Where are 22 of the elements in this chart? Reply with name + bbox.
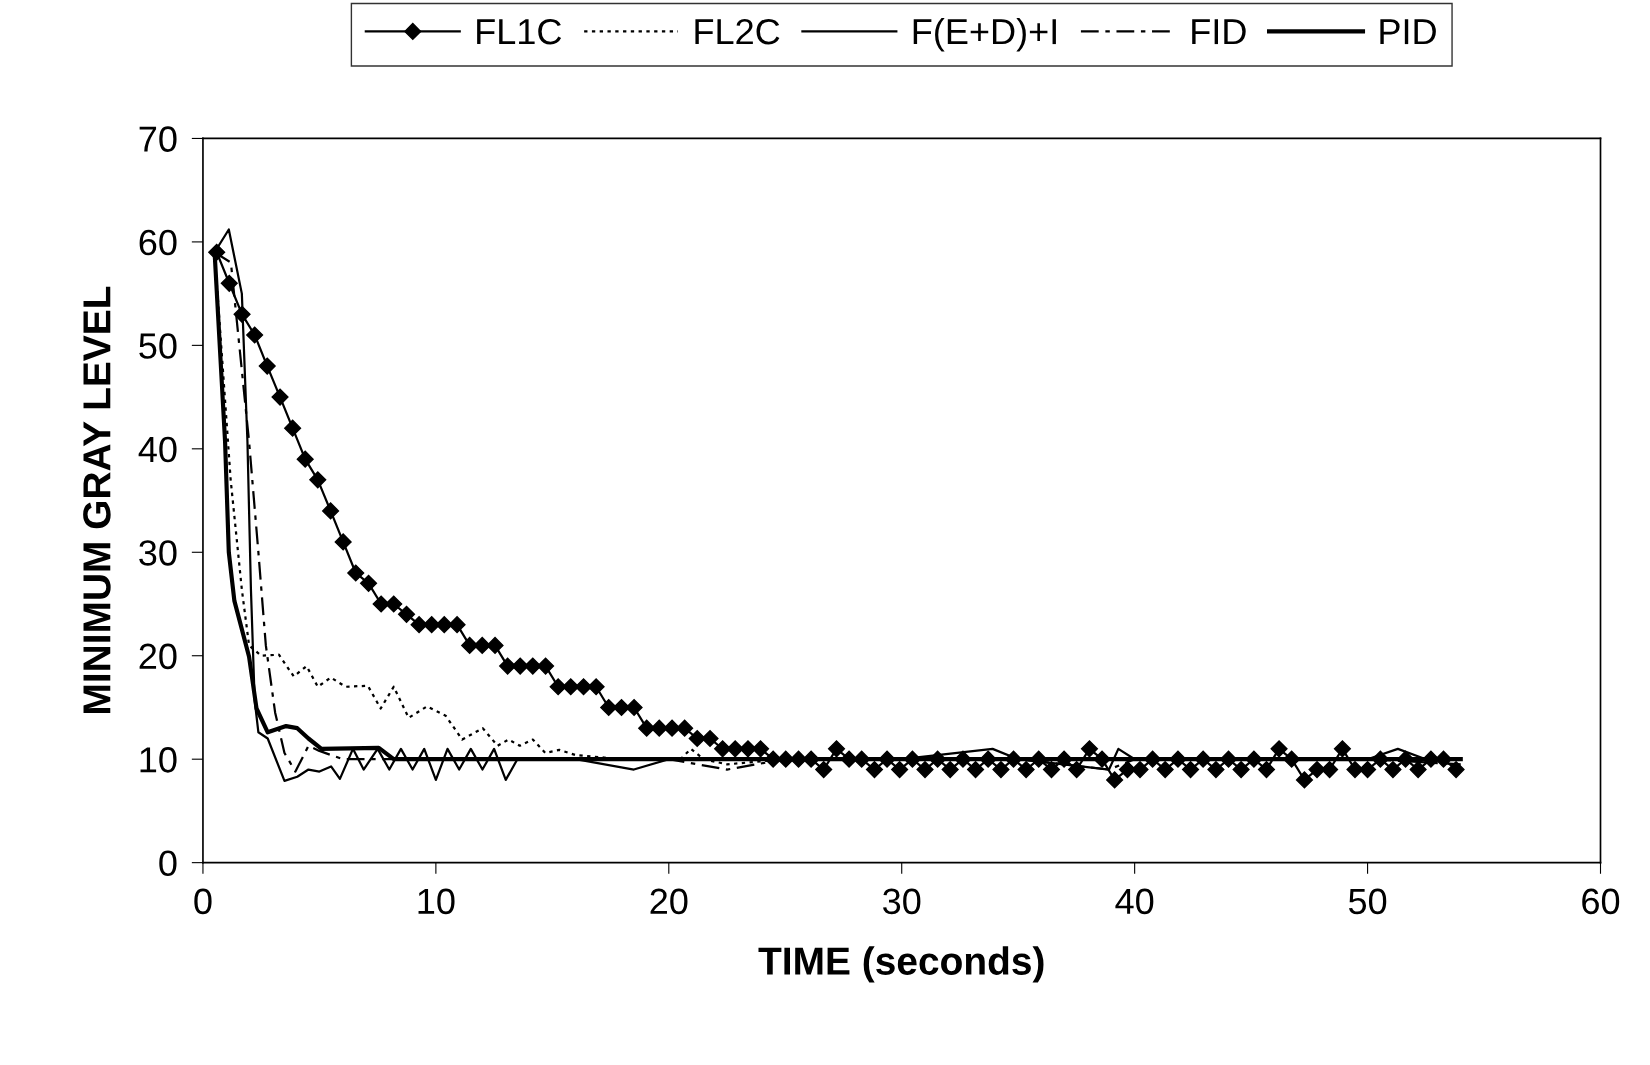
x-tick-label: 30 (883, 888, 921, 915)
legend-label: F(E+D)+I (913, 17, 1056, 52)
x-axis-title: TIME (seconds) (758, 946, 1044, 983)
y-axis-title: MINIMUM GRAY LEVEL (83, 286, 111, 713)
y-tick-label: 40 (138, 436, 177, 463)
y-tick-label: 60 (139, 229, 177, 256)
y-tick-label: 20 (139, 643, 177, 670)
legend-label: FL1C (477, 18, 562, 45)
legend-label: FL2C (695, 18, 780, 45)
x-tick-label: 20 (650, 888, 688, 915)
x-tick-label: 10 (418, 888, 455, 915)
y-tick-label: 70 (139, 126, 177, 152)
x-tick-label: 0 (194, 888, 212, 915)
y-tick-label: 30 (139, 540, 177, 566)
y-tick-label: 10 (140, 747, 177, 773)
legend-label: FID (1192, 19, 1246, 45)
y-tick-label: 0 (159, 850, 177, 877)
x-tick-label: 60 (1582, 888, 1620, 915)
legend-label: PID (1380, 19, 1436, 45)
x-tick-label: 40 (1115, 888, 1154, 915)
y-tick-label: 50 (139, 333, 177, 359)
x-tick-label: 50 (1348, 888, 1387, 915)
